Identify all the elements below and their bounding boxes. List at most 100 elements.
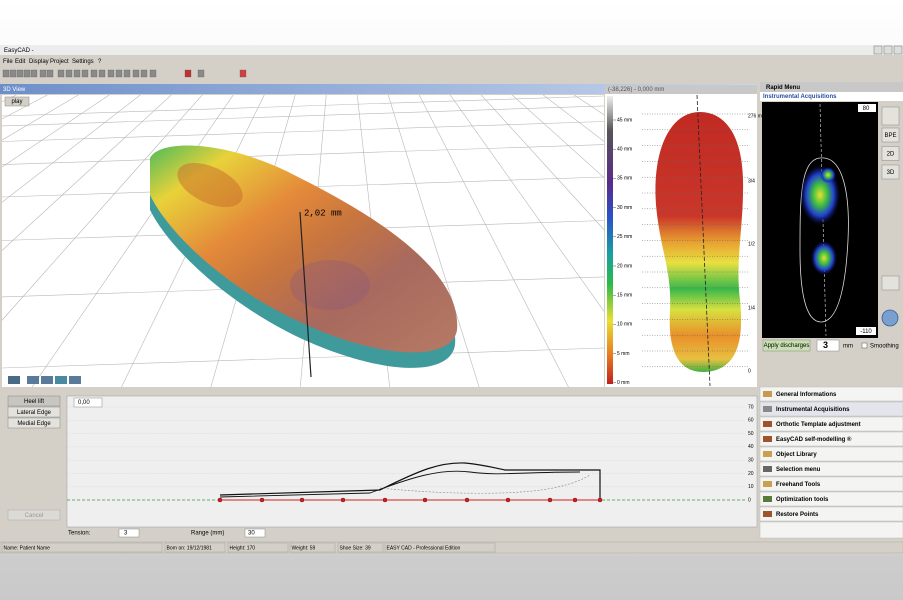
control-point[interactable] [597,497,603,503]
menu-item[interactable]: Project [50,59,69,65]
toolbar-button[interactable] [65,69,73,78]
toolbar-button[interactable] [107,69,115,78]
rect-shape [873,45,883,55]
ruler-label: 0 [748,368,751,374]
control-point[interactable] [572,497,578,503]
profile-guide [379,474,591,494]
tool-item[interactable] [759,461,903,477]
toolbar-button[interactable] [81,69,89,78]
toolbar-button[interactable] [239,69,247,78]
tool-item[interactable] [759,491,903,507]
tool-item[interactable] [759,506,903,522]
toolbar-button[interactable] [98,69,106,78]
profile-button[interactable] [7,395,61,407]
status-text: Weight: 59 [292,545,316,551]
toolbar-button[interactable] [90,69,98,78]
toolbar-button[interactable] [115,69,123,78]
scale-label: 5 mm [617,351,630,357]
view-button[interactable] [881,127,900,143]
tool-item[interactable] [759,386,903,402]
status-field [289,542,336,553]
tool-item[interactable] [759,446,903,462]
nav-control[interactable] [881,309,899,327]
profile-inner [219,470,581,498]
play-label: play [11,99,22,105]
grid-line [2,105,604,127]
apply-button[interactable] [762,339,811,352]
cancel-label: Cancel [25,513,44,519]
apply-label: Apply discharges [764,343,810,349]
top-value: 80 [863,106,870,112]
status-field [337,542,384,553]
grid-line [2,95,203,321]
toolbar-button[interactable] [149,69,157,78]
menu-item[interactable]: Display [29,59,49,65]
tool-icon [763,391,772,397]
scale-label: 20 mm [617,263,632,269]
scale-label: 30 mm [617,205,632,211]
status-text: Name: Patient Name [4,545,51,551]
tool-icon [763,421,772,427]
view-button-label: BPE [884,133,896,139]
toolbar-button[interactable] [16,69,24,78]
status-field [227,542,289,553]
range-input[interactable] [244,528,266,538]
toolbar-button[interactable] [123,69,131,78]
control-point[interactable] [382,497,388,503]
control-point[interactable] [259,497,265,503]
range-value: 30 [248,531,255,537]
open-button[interactable] [881,106,900,126]
grid-line [511,95,604,179]
menu-item[interactable]: Edit [15,59,26,65]
toolbar-button[interactable] [39,69,47,78]
tool-item[interactable] [759,476,903,492]
tool-item[interactable] [759,401,903,417]
control-point[interactable] [547,497,553,503]
toolbar-button[interactable] [73,69,81,78]
control-point[interactable] [505,497,511,503]
toolbar-button[interactable] [46,69,54,78]
profile-button[interactable] [7,417,61,429]
toolbar-button[interactable] [9,69,17,78]
map-axis [696,94,711,387]
control-point[interactable] [340,497,346,503]
toolbar-button[interactable] [140,69,148,78]
scale-label: 10 mm [617,322,632,328]
rect-shape [41,376,53,384]
view-button[interactable] [881,146,900,161]
discharge-unit: mm [843,344,853,350]
view-button[interactable] [881,164,900,180]
toolbar-button[interactable] [132,69,140,78]
tool-item[interactable] [759,416,903,432]
control-point[interactable] [464,497,470,503]
control-point[interactable] [422,497,428,503]
smoothing-checkbox[interactable] [861,342,868,349]
toolbar-button[interactable] [23,69,31,78]
axis-label: 40 [748,444,754,450]
toolbar-button[interactable] [197,69,205,78]
control-point[interactable] [299,497,305,503]
discharge-input[interactable] [816,339,840,352]
toolbar-button[interactable] [30,69,38,78]
menu-item[interactable]: ? [98,59,102,65]
smoothing-label: Smoothing [870,344,899,350]
grid-line [2,144,604,165]
toolbar-button[interactable] [57,69,65,78]
toolbar-button[interactable] [2,69,10,78]
offset-value: 0,00 [78,400,90,406]
tension-input[interactable] [118,528,140,538]
measure-label: 2,02 mm [304,208,342,218]
profile-button[interactable] [7,406,61,418]
control-point[interactable] [217,497,223,503]
cancel-button[interactable] [7,509,61,521]
print-button[interactable] [881,275,900,291]
menu-item[interactable]: File [3,59,13,65]
menu-item[interactable]: Settings [72,59,94,65]
play-button[interactable] [4,96,30,107]
toolbar-button[interactable] [184,69,192,78]
tool-item[interactable] [759,431,903,447]
profile-button-label: Lateral Edge [17,410,52,416]
tool-label: General Informations [776,392,837,398]
tool-label: Selection menu [776,467,821,473]
rect-shape [55,376,67,384]
